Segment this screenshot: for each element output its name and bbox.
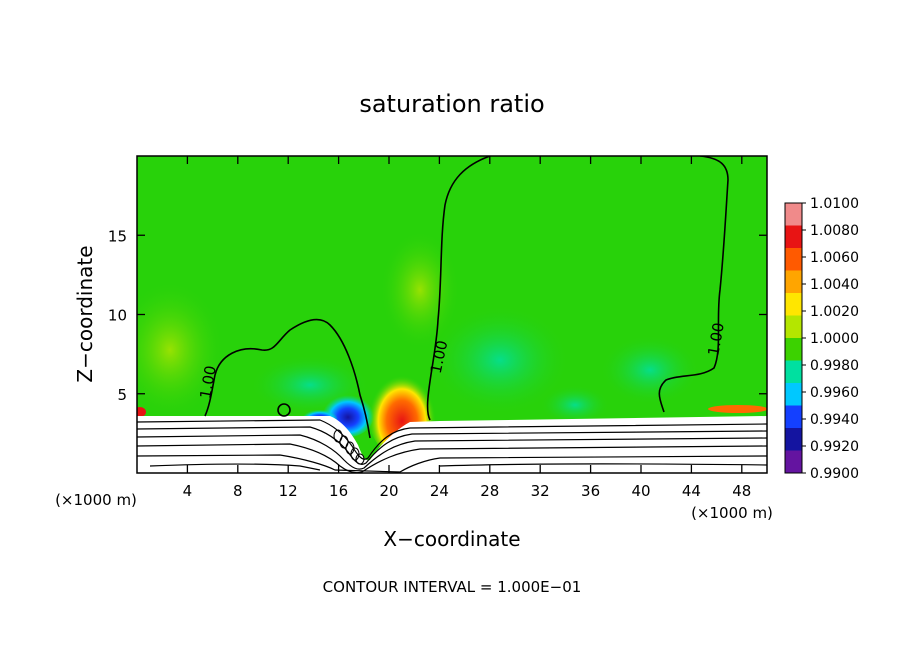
x-tick-label: 48 [732,482,751,500]
contour-label: 1.00 [196,364,220,400]
dry-patch [540,385,610,425]
colorbar-swatch [785,225,802,249]
colorbar-swatch [785,383,802,406]
colorbar-swatch [785,315,802,339]
x-tick-label: 20 [379,482,398,500]
x-axis: 4 8 12 16 20 24 28 32 36 40 44 48 [183,156,751,500]
terrain [137,416,767,473]
x-tick-label: 24 [430,482,449,500]
colorbar-swatch [785,338,802,361]
x-tick-label: 4 [183,482,193,500]
x-unit-right: (×1000 m) [691,504,773,522]
colorbar-swatch [785,293,802,316]
contour-label: 1.00 [704,321,728,357]
dry-patch [430,305,570,415]
colorbar-label: 0.9920 [810,439,859,455]
terrain-contours [137,419,767,473]
colorbar: 1.0100 1.0080 1.0060 1.0040 1.0020 1.0000 0.99… [784,196,859,482]
supersaturation-region [137,407,146,417]
colorbar-label: 1.0080 [810,223,859,239]
y-tick-label: 15 [108,227,127,245]
x-tick-label: 32 [531,482,550,500]
colorbar-swatch [785,428,802,451]
x-unit-left: (×1000 m) [55,491,137,509]
plot-area [137,156,767,473]
colorbar-label: 0.9960 [810,385,859,401]
colorbar-label: 1.0020 [810,304,859,320]
colorbar-swatch [785,450,802,474]
x-tick-label: 12 [279,482,298,500]
isoline-1.00 [204,156,729,439]
colorbar-label: 1.0060 [810,250,859,266]
colorbar-label: 1.0100 [810,196,859,212]
moist-patch [137,280,225,420]
slope-contour-cluster [333,429,365,465]
dry-patch [600,335,700,405]
x-tick-label: 36 [581,482,600,500]
colorbar-label: 0.9980 [810,358,859,374]
x-axis-label: X−coordinate [383,527,520,551]
colorbar-label: 1.0000 [810,331,859,347]
x-tick-label: 40 [631,482,650,500]
supersaturation-region [708,405,767,413]
colorbar-swatch [785,360,802,384]
chart-title: saturation ratio [359,90,544,118]
y-tick-label: 5 [117,386,127,404]
moist-patch [380,230,460,350]
x-tick-label: 44 [682,482,701,500]
y-axis: 5 10 15 [108,227,767,404]
colorbar-swatch [785,248,802,271]
colorbar-label: 0.9940 [810,412,859,428]
contour-interval-note: CONTOUR INTERVAL = 1.000E−01 [323,578,582,596]
x-tick-label: 28 [480,482,499,500]
x-tick-label: 16 [329,482,348,500]
colorbar-swatch [785,203,802,226]
colorbar-swatch [785,270,802,294]
y-axis-label: Z−coordinate [73,245,97,382]
y-tick-label: 10 [108,307,127,325]
x-tick-label: 8 [233,482,243,500]
colorbar-label: 1.0040 [810,277,859,293]
colorbar-swatch [785,405,802,429]
colorbar-label: 0.9900 [810,466,859,482]
